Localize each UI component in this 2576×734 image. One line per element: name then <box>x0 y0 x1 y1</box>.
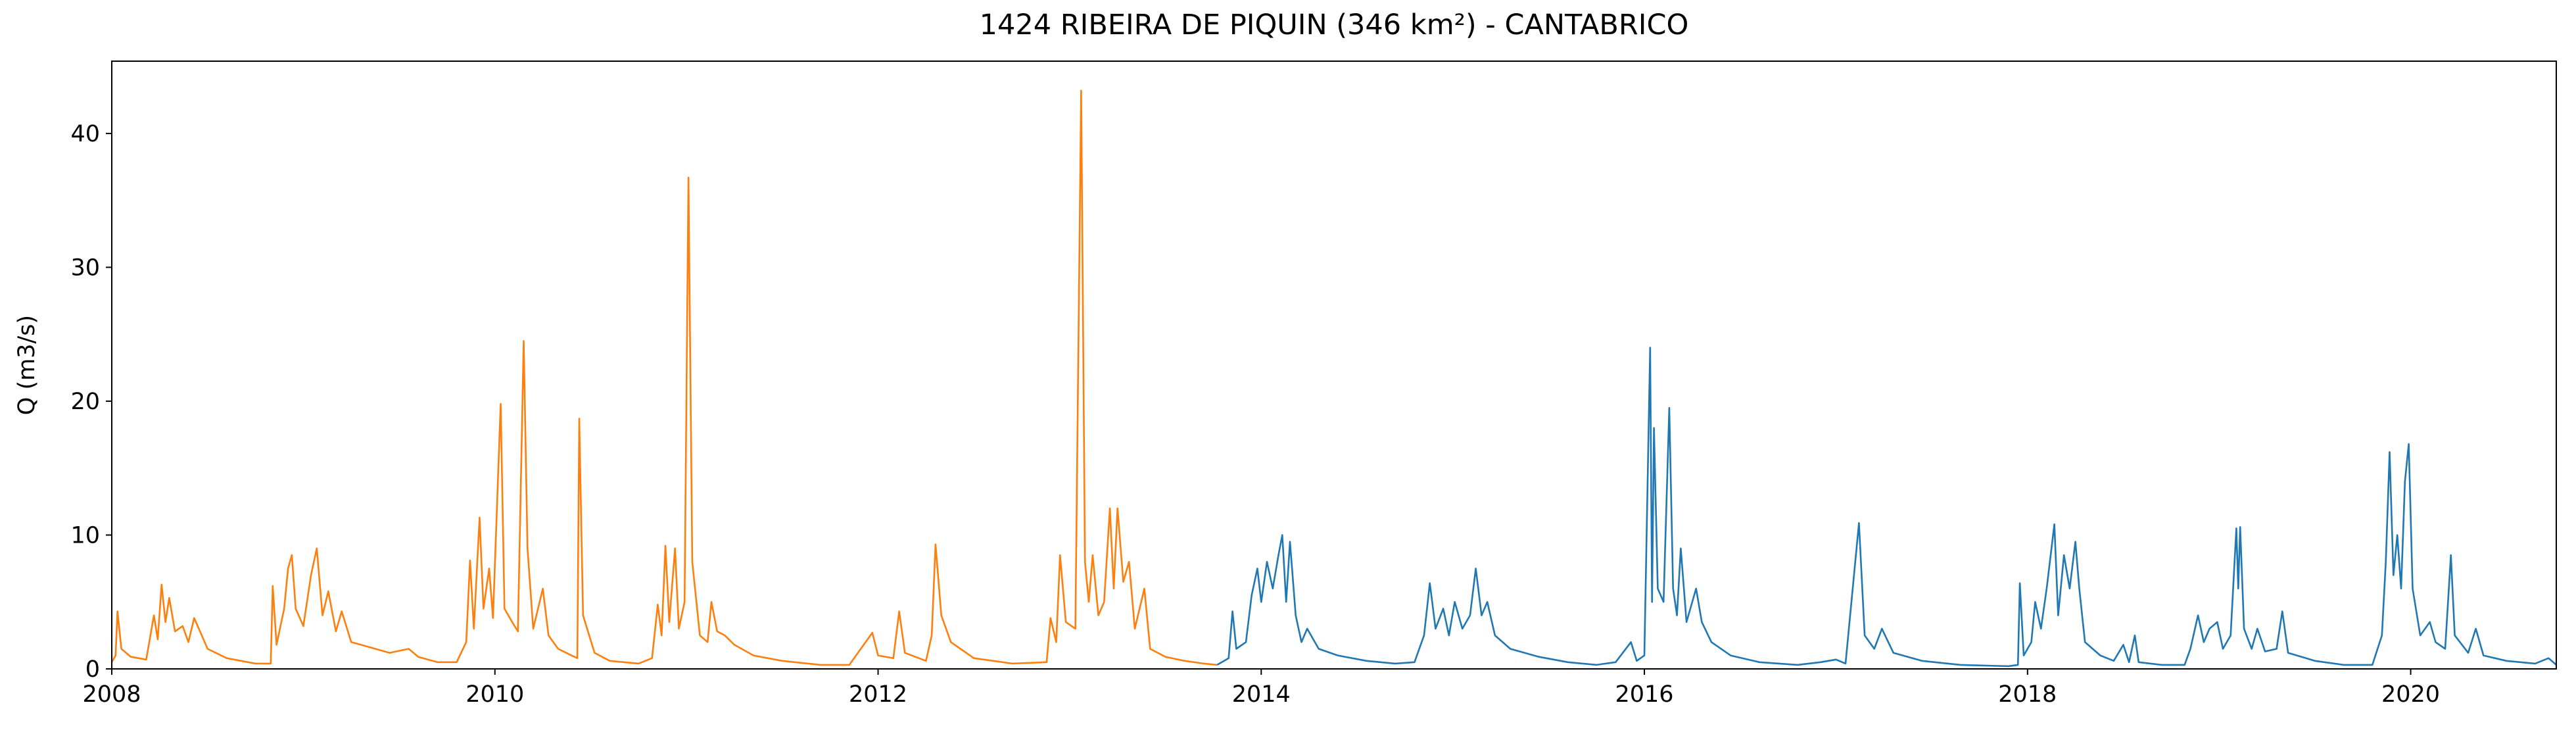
y-tick-label: 40 <box>70 121 100 147</box>
y-tick-label: 10 <box>70 522 100 549</box>
series-line <box>110 89 1218 666</box>
plot-frame <box>111 61 2557 670</box>
x-tick-label: 2014 <box>1232 681 1291 708</box>
y-tick-label: 30 <box>70 255 100 281</box>
y-tick-label: 0 <box>85 656 100 683</box>
y-tick-label: 20 <box>70 389 100 415</box>
chart-title: 1424 RIBEIRA DE PIQUIN (346 km²) - CANTA… <box>980 9 1689 41</box>
y-axis-label: Q (m3/s) <box>14 315 40 415</box>
x-tick-label: 2010 <box>465 681 524 708</box>
x-tick-label: 2012 <box>849 681 907 708</box>
series-line <box>1216 347 2557 668</box>
x-tick-label: 2016 <box>1615 681 1673 708</box>
x-tick-label: 2020 <box>2381 681 2440 708</box>
x-tick-label: 2018 <box>1998 681 2057 708</box>
x-tick-label: 2008 <box>82 681 141 708</box>
